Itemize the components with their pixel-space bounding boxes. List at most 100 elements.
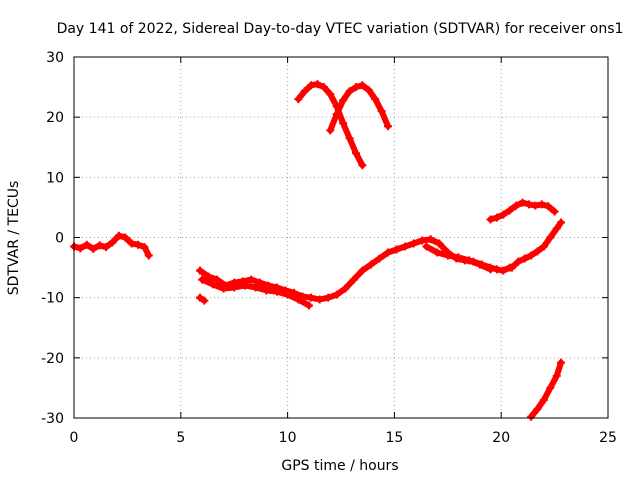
data-point (514, 257, 523, 266)
data-point (247, 275, 256, 284)
series-arc-4 (198, 275, 313, 310)
data-point (544, 202, 553, 211)
data-point (552, 224, 561, 233)
data-point (345, 134, 354, 143)
data-point (255, 278, 264, 287)
data-point (546, 233, 555, 242)
data-point (345, 87, 354, 96)
data-point (512, 201, 521, 210)
data-point (108, 238, 117, 247)
data-point (272, 287, 281, 296)
data-point (198, 275, 207, 284)
data-point (213, 275, 222, 284)
data-point (134, 240, 143, 249)
data-point (533, 404, 542, 413)
data-point (531, 201, 540, 210)
series-arc-7 (326, 81, 392, 135)
data-point (426, 235, 435, 244)
y-tick-label: 30 (46, 50, 64, 66)
data-point (392, 245, 401, 254)
series-arc-6 (294, 80, 367, 170)
data-point (527, 251, 536, 260)
data-point (499, 210, 508, 219)
data-point (82, 240, 91, 249)
data-point (351, 149, 360, 158)
data-point (557, 358, 566, 367)
data-point (283, 290, 292, 299)
data-point (144, 251, 153, 260)
y-tick-label: 0 (55, 231, 64, 247)
data-point (307, 293, 316, 302)
series-arc-9 (507, 218, 566, 272)
data-point (300, 87, 309, 96)
data-point (409, 239, 418, 248)
y-tick-label: -30 (41, 411, 64, 427)
data-point (339, 96, 348, 105)
data-point (351, 83, 360, 92)
data-point (499, 266, 508, 275)
data-point (102, 243, 111, 252)
data-point (550, 207, 559, 216)
data-point (251, 283, 260, 292)
data-point (349, 275, 358, 284)
data-point (294, 95, 303, 104)
data-point (465, 256, 474, 265)
data-point (475, 260, 484, 269)
data-point (319, 83, 328, 92)
data-point (358, 266, 367, 275)
data-point (95, 241, 104, 250)
data-point (486, 215, 495, 224)
series-arc-2 (196, 293, 209, 305)
data-point (371, 95, 380, 104)
data-point (401, 242, 410, 251)
series-arc-1 (70, 231, 153, 260)
data-point (520, 254, 529, 263)
data-point (294, 295, 303, 304)
data-point (307, 81, 316, 90)
x-tick-label: 25 (599, 430, 617, 446)
data-point (375, 254, 384, 263)
data-point (537, 200, 546, 209)
data-point (230, 283, 239, 292)
y-axis-label: SDTVAR / TECUs (6, 181, 22, 296)
y-tick-label: 10 (46, 170, 64, 186)
data-point (377, 107, 386, 116)
data-point (433, 248, 442, 257)
data-point (313, 80, 322, 89)
data-point (89, 244, 98, 253)
plot-frame (73, 56, 609, 419)
series-arc-5 (422, 242, 495, 274)
x-tick-label: 20 (492, 430, 510, 446)
data-point (422, 242, 431, 251)
series-arc-8 (486, 198, 559, 224)
data-point (140, 243, 149, 252)
data-point (533, 247, 542, 256)
data-point (341, 284, 350, 293)
y-tick-label: 20 (46, 110, 64, 126)
data-point (505, 206, 514, 215)
data-point (358, 81, 367, 90)
data-point (492, 213, 501, 222)
data-point (208, 280, 217, 289)
data-point (546, 383, 555, 392)
data-point (443, 251, 452, 260)
series-arc-10 (527, 358, 566, 421)
data-point (200, 296, 209, 305)
data-point (524, 200, 533, 209)
data-point (507, 263, 516, 272)
x-tick-label: 15 (385, 430, 403, 446)
data-layer (70, 80, 566, 421)
data-point (539, 395, 548, 404)
x-tick-label: 5 (176, 430, 185, 446)
data-point (196, 266, 205, 275)
data-point (339, 119, 348, 128)
x-tick-label: 10 (279, 430, 297, 446)
data-point (262, 286, 271, 295)
data-point (121, 233, 130, 242)
data-point (557, 218, 566, 227)
data-point (518, 198, 527, 207)
data-point (324, 293, 333, 302)
ticks-layer: 0 5 10 15 20 25 -30 -20 -10 0 10 20 30 (41, 50, 617, 446)
data-point (366, 260, 375, 269)
